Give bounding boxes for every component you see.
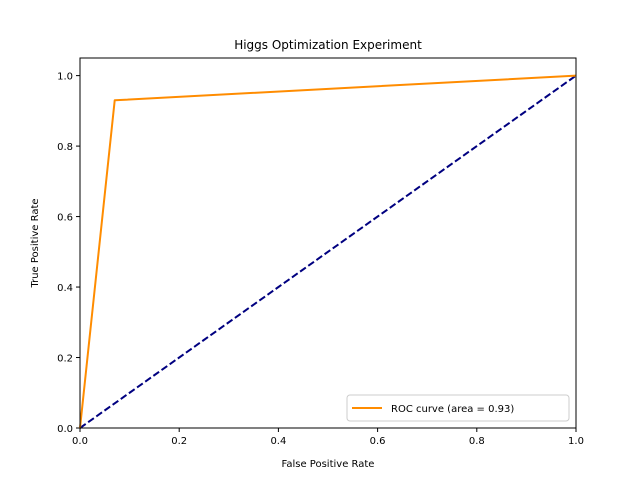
y-tick-label: 1.0: [57, 72, 73, 83]
roc-curve-line: [79, 74, 577, 429]
x-tick-label: 0.4: [270, 436, 286, 447]
y-tick-label: 0.6: [57, 213, 73, 224]
x-tick-label: 0.0: [72, 436, 88, 447]
x-tick-marks: [79, 428, 577, 432]
series-lines: [79, 74, 577, 429]
y-tick-label: 0.8: [57, 142, 73, 153]
x-tick-label: 1.0: [568, 436, 584, 447]
plot-area-background: [80, 58, 576, 428]
x-tick-label: 0.2: [171, 436, 187, 447]
chart-title: Higgs Optimization Experiment: [234, 38, 422, 52]
legend-label-roc: ROC curve (area = 0.93): [391, 404, 514, 415]
plot-frame: [79, 57, 577, 429]
y-axis-label: True Positive Rate: [30, 198, 41, 288]
x-tick-label: 0.6: [370, 436, 386, 447]
y-tick-label: 0.4: [57, 283, 73, 294]
x-tick-labels: 0.0 0.2 0.4 0.6 0.8 1.0: [72, 436, 584, 447]
x-tick-label: 0.8: [469, 436, 485, 447]
legend-box: [346, 394, 570, 422]
y-tick-label: 0.2: [57, 354, 73, 365]
y-tick-labels: 0.0 0.2 0.4 0.6 0.8 1.0: [57, 72, 73, 435]
x-axis-label: False Positive Rate: [282, 459, 375, 470]
legend: ROC curve (area = 0.93): [346, 394, 570, 422]
chance-diagonal-line: [79, 74, 577, 429]
y-tick-marks: [76, 75, 80, 429]
y-tick-label: 0.0: [57, 424, 73, 435]
